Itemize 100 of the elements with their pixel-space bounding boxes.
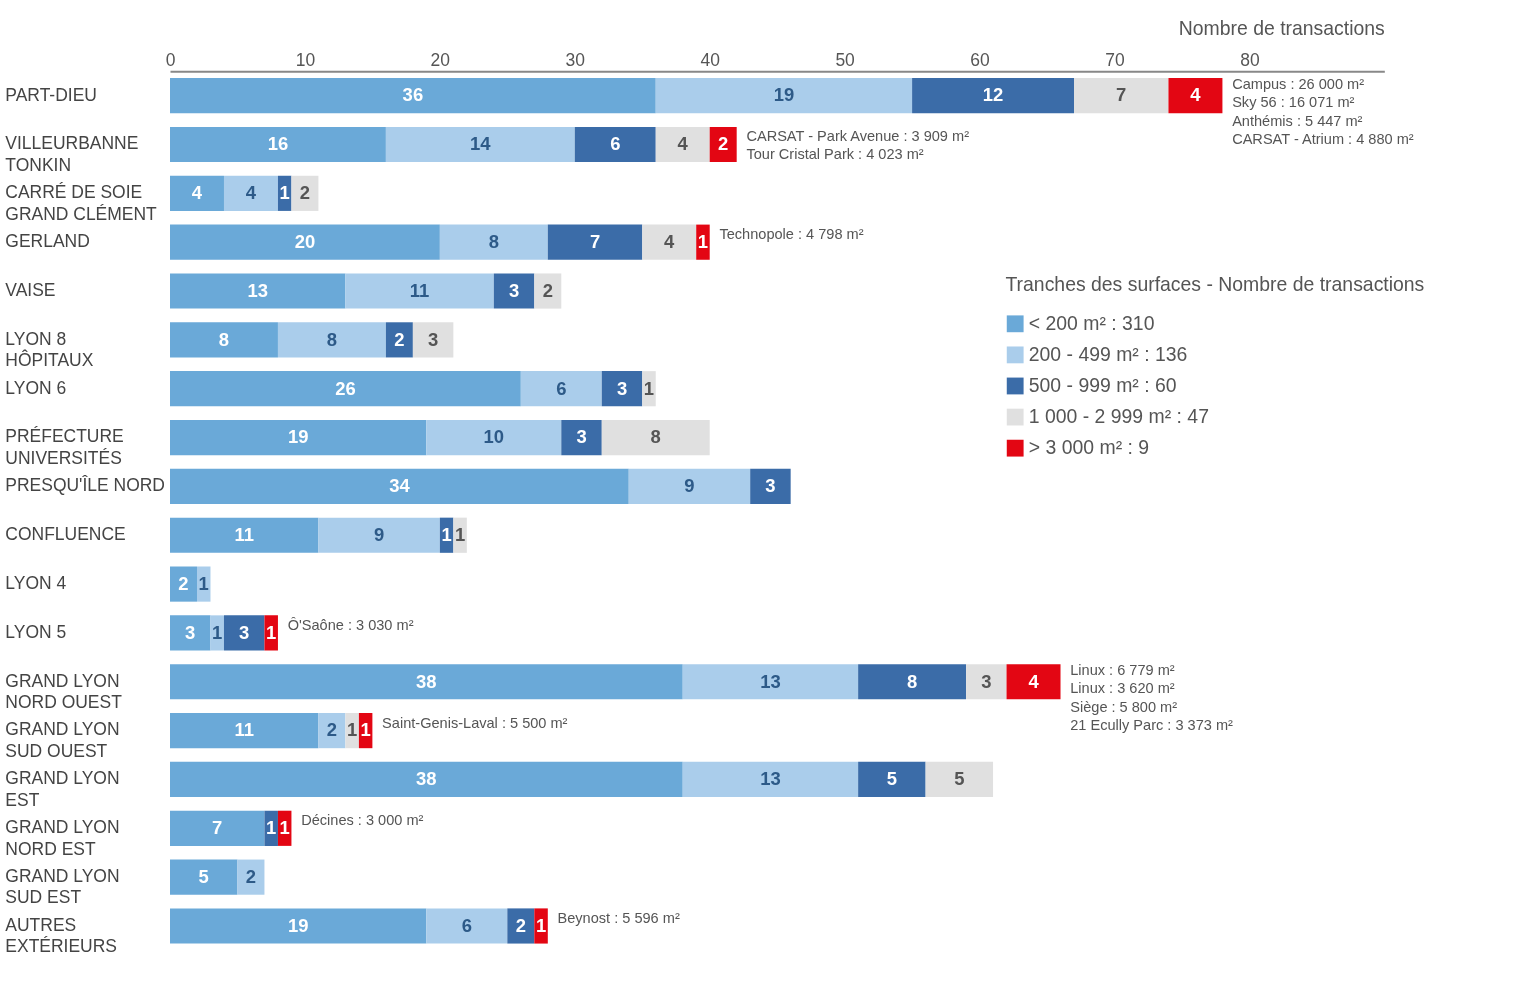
- data-label: 19: [773, 84, 795, 106]
- data-label: 2: [299, 182, 311, 204]
- bar: [925, 761, 994, 798]
- data-label: 2: [542, 279, 553, 301]
- annotation: Anthémis : 5 447 m²: [1232, 112, 1363, 129]
- x-tick-label: 60: [970, 49, 991, 70]
- y-tick-label: LYON 5: [5, 621, 67, 642]
- data-label: 13: [247, 279, 268, 301]
- data-label: 2: [718, 133, 729, 155]
- bar: [507, 908, 535, 944]
- bar: [682, 664, 859, 700]
- bar: [601, 371, 643, 407]
- y-tick-label: GRAND LYON SUD OUEST: [5, 719, 120, 761]
- data-label: 6: [556, 377, 567, 399]
- y-tick-label: GRAND LYON EST: [5, 768, 120, 810]
- legend-title: Tranches des surfaces - Nombre de transactions: [1005, 272, 1425, 295]
- data-label: 11: [409, 279, 430, 301]
- bar: [426, 419, 562, 456]
- bar: [574, 126, 656, 163]
- data-label: 1: [643, 377, 655, 399]
- bar: [318, 517, 440, 553]
- data-label: 19: [287, 914, 309, 936]
- data-label: 3: [616, 377, 628, 399]
- annotation: CARSAT - Park Avenue : 3 909 m²: [746, 127, 970, 144]
- annotation: 21 Ecully Parc : 3 373 m²: [1070, 717, 1234, 734]
- data-label: 1: [279, 182, 290, 204]
- bar: [170, 175, 224, 211]
- data-label: 20: [294, 231, 316, 253]
- bar: [412, 322, 454, 358]
- bar: [655, 78, 913, 114]
- bar: [170, 517, 319, 553]
- x-tick-label: 40: [700, 49, 721, 70]
- bar: [520, 371, 602, 407]
- bar: [1006, 664, 1061, 700]
- bar: [170, 908, 427, 944]
- data-label: 4: [1190, 84, 1202, 106]
- data-label: 26: [335, 377, 356, 399]
- bar: [223, 615, 265, 651]
- y-tick-label: GRAND LYON SUD EST: [5, 866, 120, 908]
- data-label: 1: [441, 524, 452, 546]
- y-tick-label: LYON 6: [5, 377, 67, 398]
- bar: [709, 126, 737, 163]
- data-label: 2: [326, 719, 338, 741]
- data-label: 38: [416, 768, 437, 790]
- bar: [223, 175, 278, 211]
- data-label: 10: [483, 426, 505, 448]
- bar: [966, 664, 1007, 700]
- data-label: 11: [234, 719, 254, 741]
- data-label: 1: [454, 524, 466, 546]
- data-label: 2: [178, 572, 189, 594]
- y-tick-label: VAISE: [5, 279, 56, 300]
- bar: [210, 615, 224, 651]
- data-label: 4: [191, 182, 203, 204]
- data-label: 6: [610, 133, 621, 155]
- data-label: 4: [664, 231, 676, 253]
- bar: [264, 810, 278, 846]
- legend-label: 200 - 499 m² : 136: [1028, 342, 1188, 365]
- bar: [170, 810, 265, 846]
- bar: [170, 713, 319, 749]
- data-label: 3: [765, 475, 776, 497]
- data-label: 9: [374, 524, 385, 546]
- data-label: 1: [279, 817, 290, 839]
- data-label: 8: [906, 670, 918, 692]
- x-tick-label: 20: [430, 49, 451, 70]
- data-label: 34: [389, 475, 411, 497]
- bar: [534, 908, 548, 944]
- legend-label: > 3 000 m² : 9: [1028, 435, 1150, 458]
- y-tick-label: PART-DIEU: [5, 84, 97, 105]
- legend-label: 500 - 999 m² : 60: [1028, 373, 1177, 396]
- bar: [426, 908, 508, 944]
- bar: [655, 126, 710, 163]
- bar: [534, 273, 562, 309]
- data-label: 36: [402, 84, 424, 106]
- data-label: 2: [394, 328, 405, 350]
- data-label: 8: [218, 328, 230, 350]
- data-label: 8: [488, 231, 499, 253]
- y-tick-label: PRÉFECTURE UNIVERSITÉS: [5, 426, 124, 468]
- data-label: 19: [287, 426, 309, 448]
- annotation: Tour Cristal Park : 4 023 m²: [746, 146, 924, 163]
- bar: [291, 175, 319, 211]
- bar: [493, 273, 535, 309]
- legend-label: 1 000 - 2 999 m² : 47: [1028, 404, 1209, 427]
- annotation: Campus : 26 000 m²: [1232, 75, 1365, 92]
- bar: [318, 713, 346, 749]
- data-label: 4: [677, 133, 689, 155]
- annotation: Technopole : 4 798 m²: [719, 226, 864, 243]
- bar: [912, 78, 1075, 114]
- data-label: 4: [245, 182, 257, 204]
- bar: [1168, 78, 1223, 114]
- data-label: 1: [360, 719, 371, 741]
- y-tick-label: LYON 8 HÔPITAUX: [5, 328, 94, 371]
- x-tick-label: 30: [565, 49, 586, 70]
- y-tick-label: VILLEURBANNE TONKIN: [5, 133, 139, 175]
- bar: [385, 126, 575, 163]
- data-label: 4: [1028, 670, 1040, 692]
- data-label: 14: [470, 133, 492, 155]
- x-tick-label: 70: [1105, 49, 1125, 70]
- data-label: 7: [589, 231, 601, 253]
- annotation: Sky 56 : 16 071 m²: [1232, 94, 1355, 111]
- bar: [858, 664, 967, 700]
